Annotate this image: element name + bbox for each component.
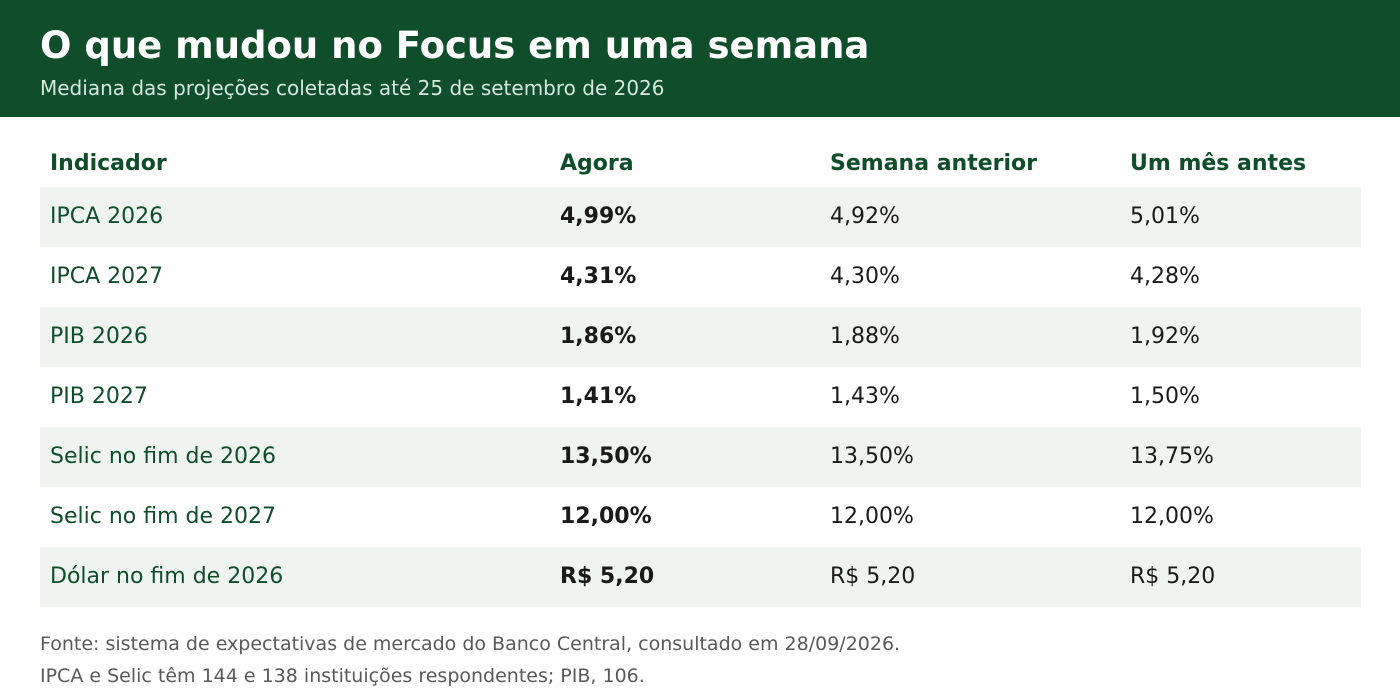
cell-agora: R$ 5,20 (560, 564, 655, 589)
cell-um-mes-antes: 4,28% (1130, 264, 1200, 289)
table-row: IPCA 2027 4,31% 4,30% 4,28% (40, 247, 1361, 307)
cell-agora: 4,99% (560, 204, 637, 229)
page-subtitle: Mediana das projeções coletadas até 25 d… (40, 76, 665, 100)
cell-um-mes-antes: R$ 5,20 (1130, 564, 1216, 589)
cell-agora: 13,50% (560, 444, 652, 469)
column-header-indicador: Indicador (50, 151, 167, 176)
header-banner: O que mudou no Focus em uma semana Media… (0, 0, 1400, 117)
cell-semana-anterior: 1,88% (830, 324, 900, 349)
page-title: O que mudou no Focus em uma semana (40, 24, 870, 67)
column-header-semana-anterior: Semana anterior (830, 151, 1038, 176)
cell-indicador: PIB 2027 (50, 384, 148, 409)
cell-um-mes-antes: 1,50% (1130, 384, 1200, 409)
column-header-um-mes-antes: Um mês antes (1130, 151, 1307, 176)
table-body: IPCA 2026 4,99% 4,92% 5,01% IPCA 2027 4,31% 4,… (40, 187, 1361, 607)
table-header-row: Indicador Agora Semana anterior Um mês a… (40, 140, 1361, 187)
cell-indicador: Selic no fim de 2026 (50, 444, 276, 469)
cell-indicador: IPCA 2026 (50, 204, 164, 229)
table-row: PIB 2027 1,41% 1,43% 1,50% (40, 367, 1361, 427)
table-row: IPCA 2026 4,99% 4,92% 5,01% (40, 187, 1361, 247)
source-note: Fonte: sistema de expectativas de mercad… (40, 633, 901, 655)
footer-notes: Fonte: sistema de expectativas de mercad… (40, 628, 900, 692)
cell-semana-anterior: 4,92% (830, 204, 900, 229)
cell-indicador: Selic no fim de 2027 (50, 504, 276, 529)
respondents-note: IPCA e Selic têm 144 e 138 instituições … (40, 665, 645, 687)
cell-semana-anterior: 12,00% (830, 504, 914, 529)
cell-indicador: PIB 2026 (50, 324, 148, 349)
cell-semana-anterior: 1,43% (830, 384, 900, 409)
cell-semana-anterior: R$ 5,20 (830, 564, 916, 589)
cell-um-mes-antes: 12,00% (1130, 504, 1214, 529)
cell-semana-anterior: 13,50% (830, 444, 914, 469)
cell-agora: 4,31% (560, 264, 637, 289)
cell-um-mes-antes: 13,75% (1130, 444, 1214, 469)
table-row: Selic no fim de 2027 12,00% 12,00% 12,00% (40, 487, 1361, 547)
cell-um-mes-antes: 1,92% (1130, 324, 1200, 349)
cell-indicador: Dólar no fim de 2026 (50, 564, 284, 589)
table-row: Selic no fim de 2026 13,50% 13,50% 13,75% (40, 427, 1361, 487)
table-row: PIB 2026 1,86% 1,88% 1,92% (40, 307, 1361, 367)
focus-table: Indicador Agora Semana anterior Um mês a… (40, 140, 1361, 607)
table-row: Dólar no fim de 2026 R$ 5,20 R$ 5,20 R$ 5,2… (40, 547, 1361, 607)
cell-agora: 12,00% (560, 504, 652, 529)
cell-um-mes-antes: 5,01% (1130, 204, 1200, 229)
cell-semana-anterior: 4,30% (830, 264, 900, 289)
cell-indicador: IPCA 2027 (50, 264, 164, 289)
cell-agora: 1,86% (560, 324, 637, 349)
cell-agora: 1,41% (560, 384, 637, 409)
column-header-agora: Agora (560, 151, 634, 176)
